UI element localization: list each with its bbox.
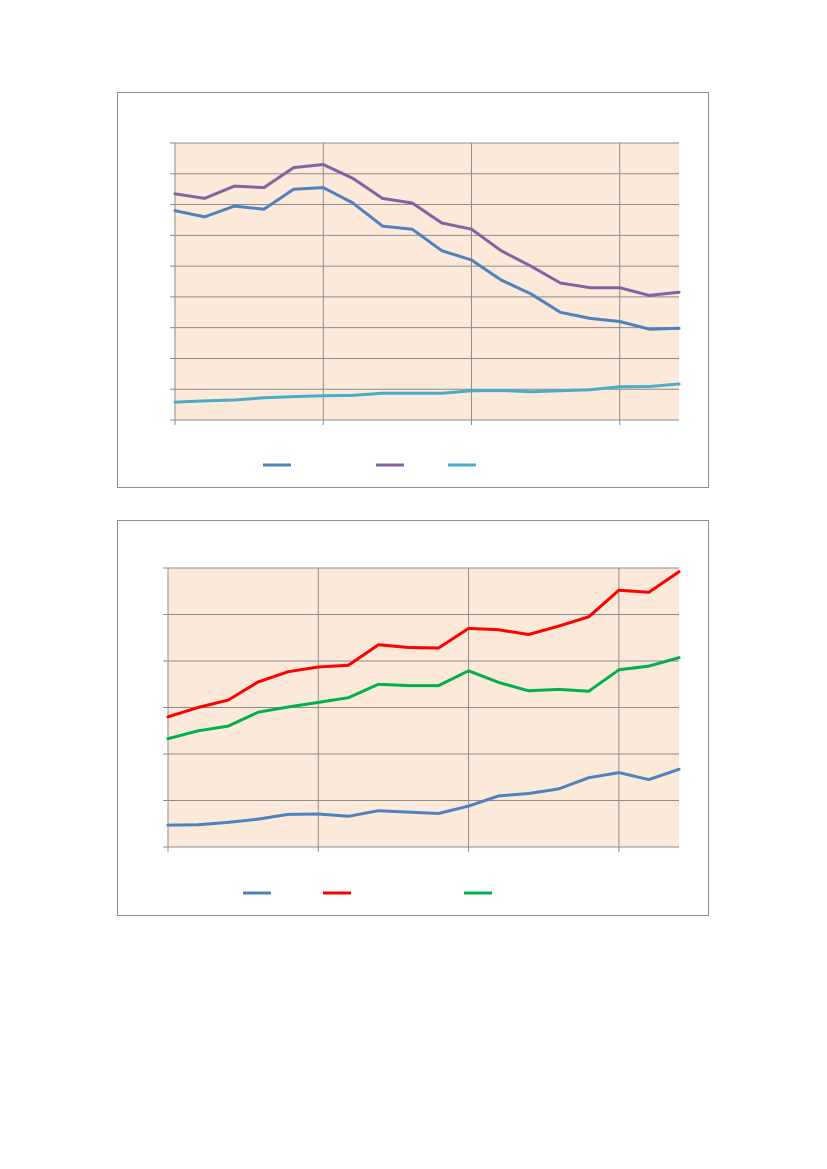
series-line-2 — [173, 163, 681, 297]
chart-1-svg — [170, 142, 681, 467]
series-line-1 — [173, 186, 681, 331]
chart-2-svg — [163, 567, 681, 895]
series-line-3 — [166, 656, 681, 741]
gridlines — [175, 142, 679, 420]
series-line-2 — [166, 570, 681, 719]
gridlines — [168, 567, 679, 847]
plot-area — [175, 143, 679, 420]
chart-2-frame — [117, 520, 709, 916]
series-line-1 — [166, 767, 681, 827]
series-line-3 — [173, 382, 681, 404]
chart-1-frame — [117, 92, 709, 488]
